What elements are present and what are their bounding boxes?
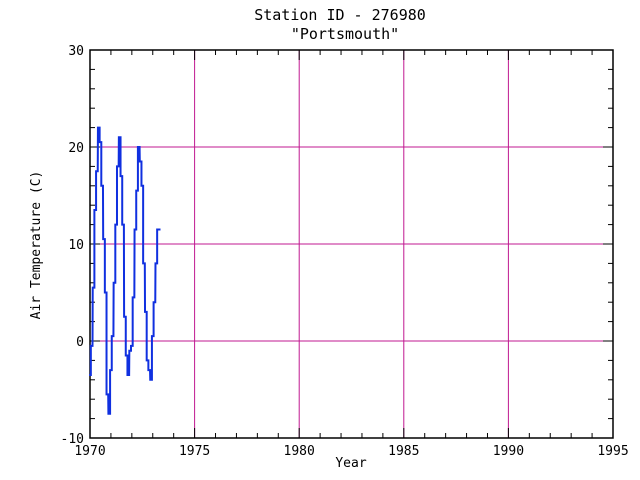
x-tick-label: 1970 <box>74 444 105 459</box>
x-tick-label: 1980 <box>284 444 315 459</box>
x-tick-label: 1985 <box>388 444 419 459</box>
x-tick-labels: 1970 1975 1980 1985 1990 1995 <box>74 444 628 459</box>
x-tick-label: 1990 <box>493 444 524 459</box>
y-tick-labels: -10 0 10 20 30 <box>61 44 84 447</box>
series-layer <box>89 126 161 415</box>
x-axis-label: Year <box>335 456 366 471</box>
y-tick-label: 10 <box>68 238 84 253</box>
series-line <box>89 126 161 415</box>
x-tick-label: 1975 <box>179 444 210 459</box>
y-tick-label: 30 <box>68 44 84 59</box>
grid-lines <box>90 50 613 438</box>
chart-title: Station ID - 276980 <box>254 6 426 24</box>
y-tick-label: 0 <box>76 335 84 350</box>
plot-frame <box>89 49 614 439</box>
y-axis-label: Air Temperature (C) <box>29 171 44 320</box>
y-tick-label: -10 <box>61 432 84 447</box>
x-tick-label: 1995 <box>597 444 628 459</box>
chart-subtitle: "Portsmouth" <box>291 25 399 43</box>
y-tick-label: 20 <box>68 141 84 156</box>
